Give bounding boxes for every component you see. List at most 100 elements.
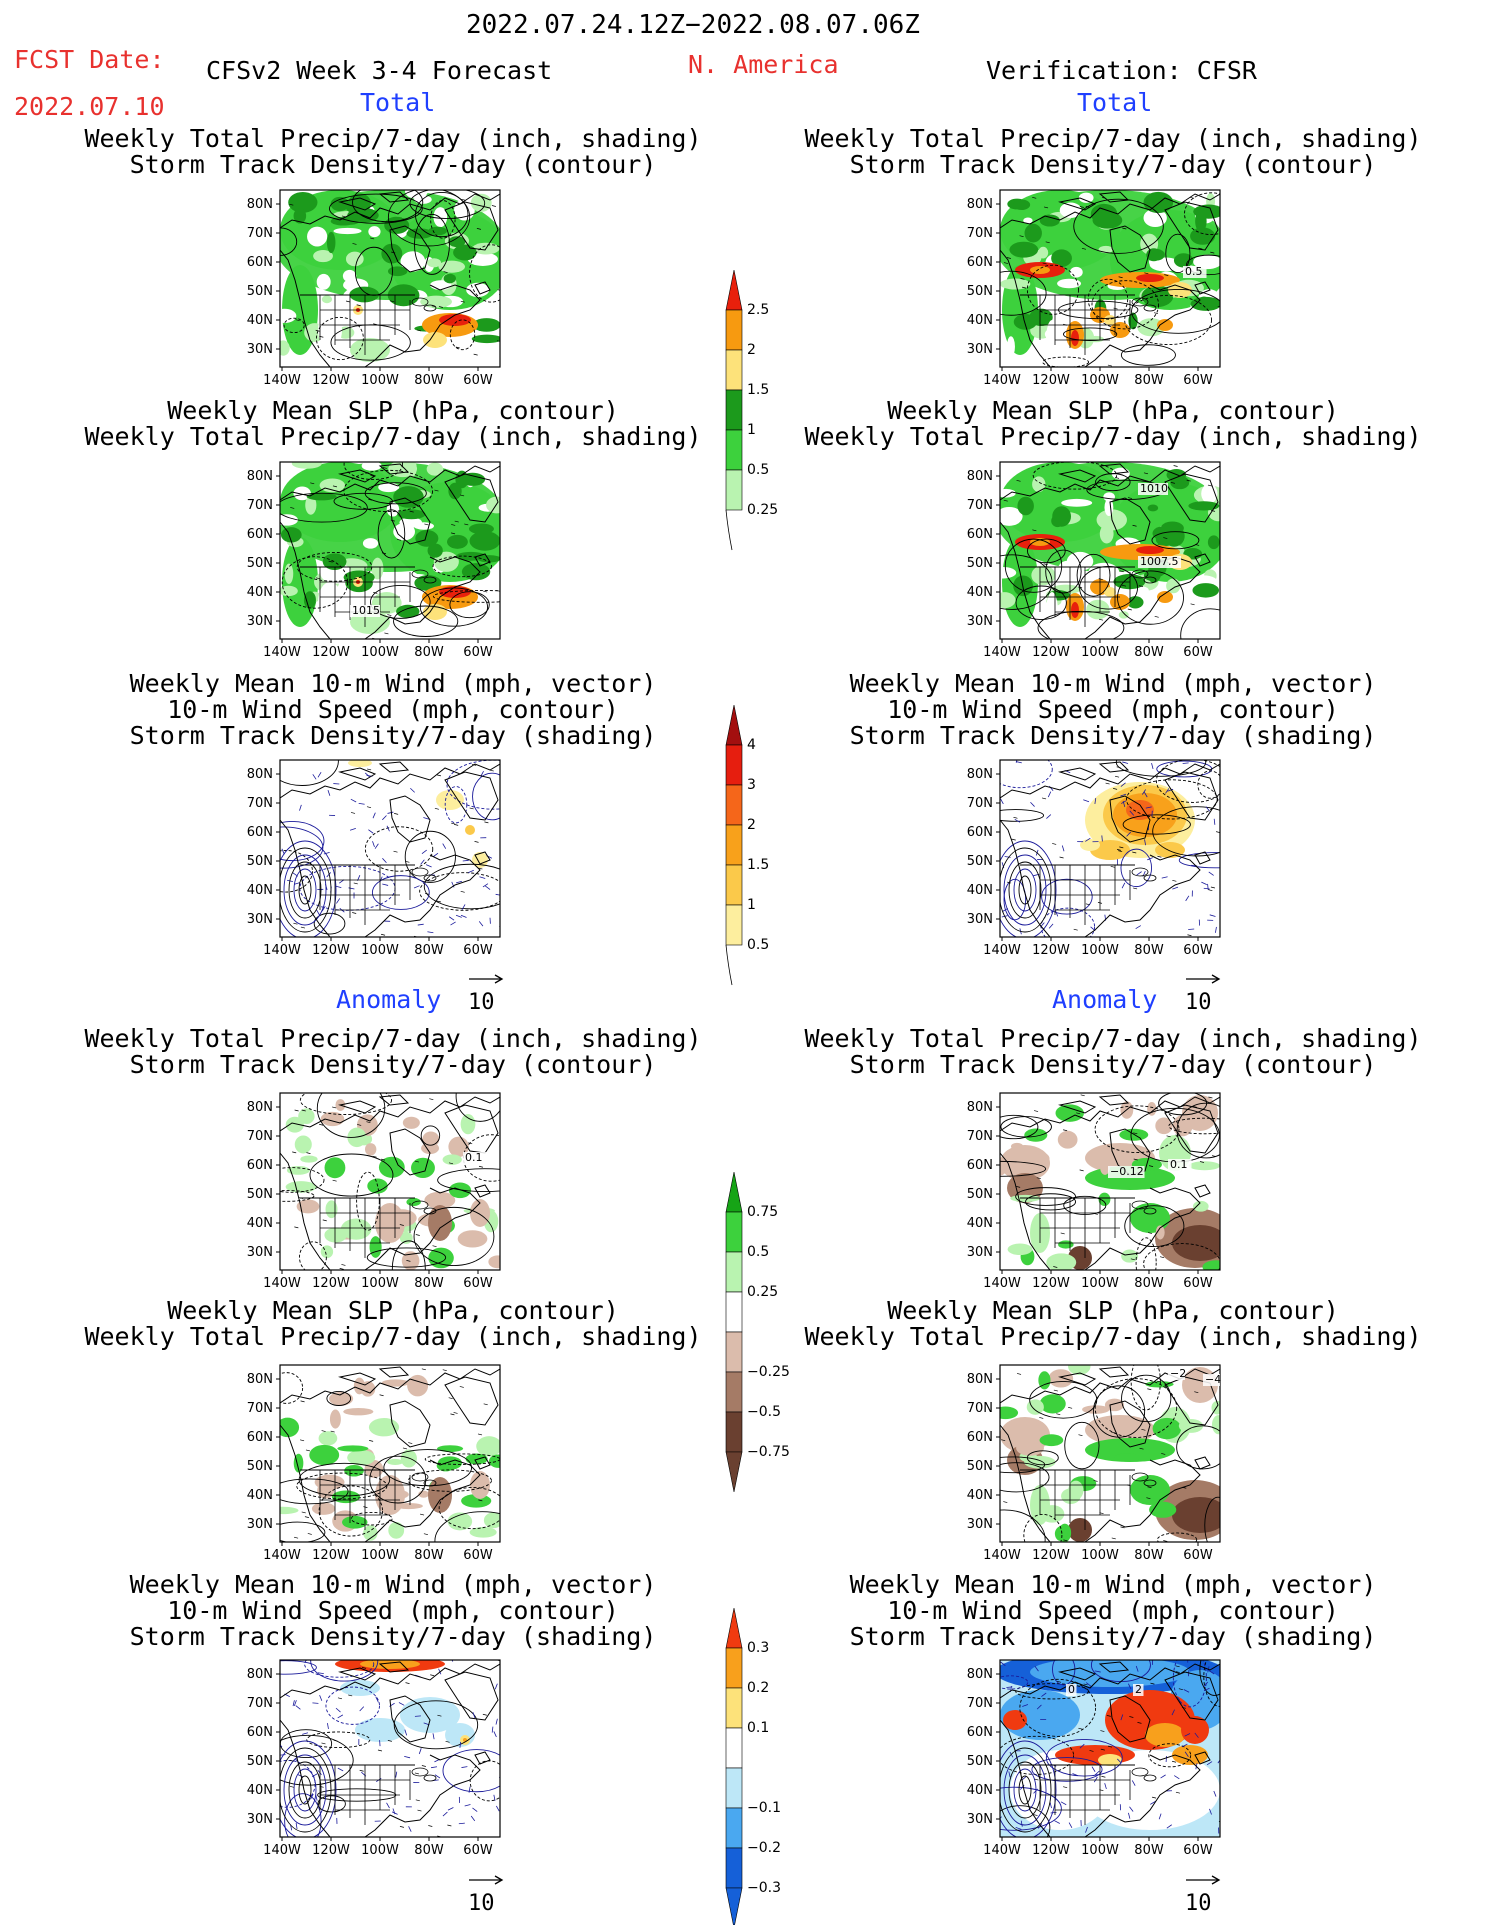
map-right-wind-total: 80N 70N 60N 50N 40N 30N 140W 120W 100W 80W 60W bbox=[967, 759, 1221, 958]
vector-ref-left-total: 10 bbox=[468, 965, 504, 1015]
lat-label: 30N bbox=[967, 1517, 993, 1532]
lat-label: 70N bbox=[247, 796, 273, 811]
lat-label: 70N bbox=[967, 796, 993, 811]
title-right-wind-total: Weekly Mean 10-m Wind (mph, vector) 10-m… bbox=[760, 671, 1466, 749]
lon-label: 60W bbox=[463, 943, 493, 958]
lon-label: 80W bbox=[1134, 645, 1164, 660]
contour-label: 2 bbox=[1135, 1683, 1142, 1696]
lon-label: 120W bbox=[1032, 373, 1070, 388]
title-line: Storm Track Density/7-day (shading) bbox=[849, 1622, 1377, 1651]
title-line: Weekly Mean SLP (hPa, contour) bbox=[167, 396, 619, 425]
lon-label: 60W bbox=[463, 1276, 493, 1291]
title-left-precip-anom: Weekly Total Precip/7-day (inch, shading… bbox=[40, 1026, 746, 1078]
title-right-wind-anom: Weekly Mean 10-m Wind (mph, vector) 10-m… bbox=[760, 1572, 1466, 1650]
lat-label: 40N bbox=[247, 1488, 273, 1503]
lat-label: 50N bbox=[247, 556, 273, 571]
title-line: Weekly Mean 10-m Wind (mph, vector) bbox=[129, 669, 657, 698]
colorbar-label: −0.2 bbox=[747, 1840, 781, 1856]
lat-label: 70N bbox=[247, 226, 273, 241]
lon-label: 140W bbox=[263, 943, 301, 958]
title-line: Weekly Mean 10-m Wind (mph, vector) bbox=[129, 1570, 657, 1599]
lon-label: 100W bbox=[1081, 1548, 1119, 1563]
title-line: Storm Track Density/7-day (shading) bbox=[849, 721, 1377, 750]
lat-label: 80N bbox=[247, 1667, 273, 1682]
right-total-label: Total bbox=[1077, 88, 1153, 117]
title-line: Weekly Mean SLP (hPa, contour) bbox=[167, 1296, 619, 1325]
colorbar-label: 0.5 bbox=[747, 937, 769, 953]
lon-label: 140W bbox=[983, 1276, 1021, 1291]
title-line: Weekly Total Precip/7-day (inch, shading… bbox=[804, 422, 1422, 451]
date-range: 2022.07.24.12Z−2022.08.07.06Z bbox=[466, 10, 920, 40]
fcst-date: 2022.07.10 bbox=[14, 92, 165, 121]
contour-label: −4 bbox=[1205, 1373, 1221, 1386]
lon-label: 80W bbox=[414, 1548, 444, 1563]
vector-ref-value: 10 bbox=[1185, 1891, 1212, 1916]
region-label: N. America bbox=[688, 50, 839, 79]
lon-label: 60W bbox=[1183, 1276, 1213, 1291]
colorbar-svg: 0.75 0.5 0.25 −0.25 −0.5 −0.75 bbox=[725, 1171, 790, 1493]
vector-ref-value: 10 bbox=[1185, 990, 1212, 1015]
title-line: Storm Track Density/7-day (contour) bbox=[129, 150, 657, 179]
lat-label: 60N bbox=[247, 255, 273, 270]
lat-label: 80N bbox=[247, 767, 273, 782]
lat-label: 60N bbox=[967, 825, 993, 840]
map-right-wind-anom: 80N 70N 60N 50N 40N 30N 140W 120W 100W 80W 60W 0 2 bbox=[967, 1659, 1221, 1858]
colorbar-label: 1 bbox=[747, 422, 756, 438]
right-anomaly-label: Anomaly bbox=[1052, 985, 1158, 1014]
vector-ref-value: 10 bbox=[468, 990, 495, 1015]
title-right-slp-total: Weekly Mean SLP (hPa, contour) Weekly To… bbox=[760, 398, 1466, 450]
title-line: Weekly Mean 10-m Wind (mph, vector) bbox=[849, 1570, 1377, 1599]
title-left-wind-total: Weekly Mean 10-m Wind (mph, vector) 10-m… bbox=[40, 671, 746, 749]
lat-label: 70N bbox=[967, 1696, 993, 1711]
colorbar-label: 0.3 bbox=[747, 1640, 769, 1656]
lat-label: 50N bbox=[967, 1187, 993, 1202]
lon-label: 140W bbox=[263, 645, 301, 660]
colorbar-label: 0.25 bbox=[747, 502, 778, 518]
lat-label: 60N bbox=[247, 1430, 273, 1445]
title-line: Storm Track Density/7-day (contour) bbox=[849, 1050, 1377, 1079]
lat-label: 30N bbox=[967, 1812, 993, 1827]
lon-label: 120W bbox=[1032, 943, 1070, 958]
lon-label: 80W bbox=[1134, 1843, 1164, 1858]
lon-label: 140W bbox=[983, 1843, 1021, 1858]
contour-label: −0.12 bbox=[1110, 1165, 1144, 1178]
lon-label: 140W bbox=[263, 1276, 301, 1291]
lon-label: 120W bbox=[1032, 645, 1070, 660]
colorbar-label: 2 bbox=[747, 817, 756, 833]
lon-label: 140W bbox=[983, 943, 1021, 958]
lat-label: 40N bbox=[247, 585, 273, 600]
lon-label: 140W bbox=[983, 1548, 1021, 1563]
lon-label: 100W bbox=[1081, 645, 1119, 660]
contour-label: 1007.5 bbox=[1140, 555, 1179, 568]
lat-label: 80N bbox=[247, 197, 273, 212]
map-left-precip-anom: 80N 70N 60N 50N 40N 30N 140W 120W 100W 80W 60W 0.1 bbox=[247, 1092, 501, 1291]
lon-label: 80W bbox=[1134, 1276, 1164, 1291]
lon-label: 60W bbox=[463, 1548, 493, 1563]
lon-label: 100W bbox=[1081, 373, 1119, 388]
lat-label: 80N bbox=[967, 767, 993, 782]
lat-label: 50N bbox=[967, 556, 993, 571]
title-line: Storm Track Density/7-day (contour) bbox=[129, 1050, 657, 1079]
lon-label: 120W bbox=[312, 943, 350, 958]
colorbar-precip-anom: 0.75 0.5 0.25 −0.25 −0.5 −0.75 bbox=[722, 1171, 812, 1493]
colorbar-label: −0.5 bbox=[747, 1404, 781, 1420]
vector-ref-left-anom: 10 bbox=[468, 1866, 504, 1916]
title-left-slp-total: Weekly Mean SLP (hPa, contour) Weekly To… bbox=[40, 398, 746, 450]
title-line: Weekly Total Precip/7-day (inch, shading… bbox=[804, 1024, 1422, 1053]
title-line: Weekly Total Precip/7-day (inch, shading… bbox=[84, 1024, 702, 1053]
lat-label: 40N bbox=[247, 313, 273, 328]
colorbar-label: 1.5 bbox=[747, 382, 769, 398]
lat-label: 50N bbox=[967, 284, 993, 299]
colorbar-label: −0.1 bbox=[747, 1800, 781, 1816]
colorbar-label: −0.25 bbox=[747, 1364, 790, 1380]
lat-label: 80N bbox=[247, 1372, 273, 1387]
left-anomaly-label: Anomaly bbox=[336, 985, 442, 1014]
colorbar-label: 1 bbox=[747, 897, 756, 913]
lat-label: 60N bbox=[967, 1725, 993, 1740]
lon-label: 80W bbox=[414, 943, 444, 958]
lon-label: 60W bbox=[463, 1843, 493, 1858]
title-line: Weekly Mean SLP (hPa, contour) bbox=[887, 396, 1339, 425]
left-total-label: Total bbox=[360, 88, 436, 117]
title-line: Weekly Total Precip/7-day (inch, shading… bbox=[84, 124, 702, 153]
lat-label: 60N bbox=[967, 255, 993, 270]
